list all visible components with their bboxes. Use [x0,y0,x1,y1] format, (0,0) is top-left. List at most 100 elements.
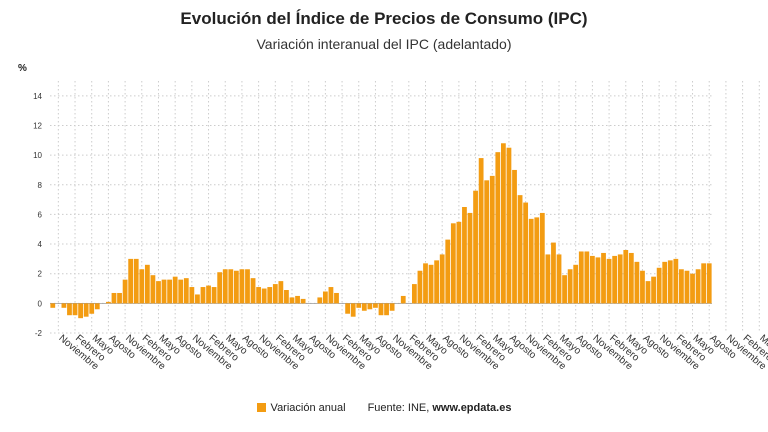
bar [161,279,167,304]
bar [284,290,289,304]
bar [673,258,679,304]
bar [233,270,239,304]
bar-series [50,143,712,319]
bar [122,279,128,304]
bar [606,258,612,304]
bar [456,221,462,304]
bar [78,303,83,319]
bar [111,292,117,304]
y-tick-label: 14 [33,92,42,101]
bar [378,303,384,316]
bar [367,303,373,310]
legend-label: Variación anual [270,402,346,414]
bar [361,303,367,311]
chart-title: Evolución del Índice de Precios de Consu… [180,9,588,28]
x-tick-label: Mayo [757,333,768,357]
bar [334,292,339,304]
bar [256,287,262,304]
bar [562,275,567,304]
bar [206,285,211,304]
x-axis-labels: NoviembreFebreroMayoAgostoNoviembreFebre… [56,333,768,373]
bar [695,269,701,304]
bar [200,287,206,304]
bar [428,264,434,304]
bar [706,263,712,304]
y-axis-unit-label: % [18,63,27,74]
bar [656,267,662,304]
bar [267,287,273,304]
source-link[interactable]: www.epdata.es [432,402,512,414]
bar [178,279,184,304]
bar [172,276,178,304]
bar [584,251,590,304]
bar [322,291,328,304]
bar [356,303,362,308]
bar [300,298,306,304]
bar [467,212,473,304]
y-tick-label: 2 [38,270,43,279]
source-prefix: Fuente: INE, [367,402,433,414]
bar [628,252,634,304]
bar [117,292,122,304]
bar [83,303,89,317]
bar [506,147,512,304]
bar [261,288,267,304]
bar [417,270,423,304]
bar [167,279,172,304]
bar [545,254,551,304]
bar [272,284,278,304]
bar [578,251,584,304]
bar [239,269,245,304]
y-tick-label: 0 [38,299,43,308]
bar [72,303,78,316]
bar [217,272,223,304]
bar [556,254,562,304]
bar [183,278,189,304]
bar [350,303,356,317]
bar [61,303,67,308]
bar [567,269,573,304]
bar [195,294,200,304]
bar [50,303,56,308]
bar [495,152,501,304]
bar [473,190,478,304]
bar [345,303,351,314]
bar [539,212,545,304]
source-note: Fuente: INE, www.epdata.es [368,402,512,414]
bar [590,255,595,304]
bar [400,295,406,304]
bar [389,303,395,311]
bar [222,269,228,304]
bar [434,260,440,304]
bar [133,258,139,304]
bar [517,195,523,304]
y-tick-label: 8 [38,181,43,190]
bar [67,303,72,316]
bar [317,297,323,304]
chart-subtitle: Variación interanual del IPC (adelantado… [256,36,512,52]
bar [278,281,284,304]
bar [623,249,629,304]
bar [500,143,506,304]
bar [551,242,556,304]
bar [701,263,707,304]
bar [634,261,640,304]
y-tick-label: -2 [35,329,43,338]
bar [595,257,601,304]
y-tick-label: 4 [38,240,43,249]
bar [228,269,234,304]
y-tick-label: 12 [33,121,42,130]
bar [512,169,517,304]
bar [640,270,645,304]
bar [384,303,389,316]
bar [373,303,378,308]
bar [573,264,579,304]
bar [690,273,695,304]
bar [528,218,534,304]
bar [289,297,295,304]
bar [295,295,300,304]
bar [411,284,417,304]
bar [450,223,456,304]
